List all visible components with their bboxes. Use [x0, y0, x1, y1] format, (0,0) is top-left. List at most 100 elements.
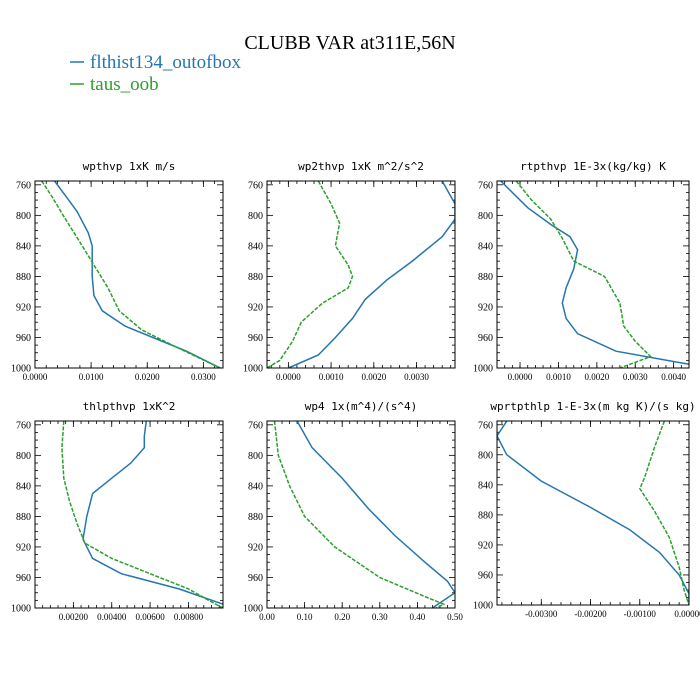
panel-1: wpthvp 1xK m/s 760 800 840 880 920 960 10000.00…	[11, 160, 224, 382]
x-tick-label: 0.0010	[319, 372, 344, 382]
x-tick-label: 0.0300	[191, 372, 216, 382]
y-tick-label: 840	[16, 481, 31, 492]
y-tick-label: 840	[16, 241, 31, 252]
panel-5: wp4 1x(m^4)/(s^4)76080084088092096010000…	[243, 400, 463, 622]
x-tick-label: 0.0000	[276, 372, 301, 382]
y-tick-label: 760	[478, 420, 493, 431]
y-tick-label: 760	[248, 180, 263, 191]
panel-4: thlpthvp 1xK^2 760 800 840 880 920 960 1000 0.00…	[11, 400, 224, 622]
panel-title: wp4 1x(m^4)/(s^4)	[305, 400, 418, 413]
panel-3: rtpthvp 1E-3x(kg/kg) K 760 800 840 880 920 960…	[473, 160, 690, 382]
panel-2: wp2thvp 1xK m^2/s^2 760 800 840 880 920 960 100…	[243, 160, 456, 382]
x-tick-label: 0.00600	[135, 612, 165, 622]
x-tick-label: 0.0040	[661, 372, 686, 382]
x-tick-label: 0.0200	[135, 372, 160, 382]
series-line-taus-oob	[273, 421, 446, 608]
figure-title: CLUBB VAR at311E,56N	[244, 32, 455, 54]
x-tick-label: 0.0030	[623, 372, 648, 382]
y-tick-label: 1000	[473, 601, 493, 612]
x-tick-label: 0.50	[447, 612, 463, 622]
y-tick-label: 920	[478, 540, 493, 551]
legend-label-flthist134: flthist134_outofbox	[90, 52, 241, 73]
y-tick-label: 960	[16, 333, 31, 344]
y-tick-label: 800	[16, 451, 31, 462]
y-tick-label: 960	[478, 333, 493, 344]
y-tick-label: 800	[248, 451, 263, 462]
y-tick-label: 920	[248, 302, 263, 313]
series-line-flthist134	[500, 181, 689, 365]
series-line-flthist134	[497, 421, 689, 605]
y-tick-label: 1000	[11, 364, 31, 375]
plot-frame	[266, 420, 456, 609]
y-tick-label: 960	[248, 333, 263, 344]
legend: flthist134_outofbox taus_oob	[70, 52, 241, 95]
y-tick-label: 1000	[243, 604, 263, 615]
y-tick-label: 760	[478, 180, 493, 191]
x-tick-label: 0.0030	[404, 372, 429, 382]
y-tick-label: 880	[248, 512, 263, 523]
y-tick-label: 1000	[473, 364, 493, 375]
x-tick-label: 0.0000	[508, 372, 533, 382]
y-tick-label: 960	[478, 570, 493, 581]
panel-title: wp2thvp 1xK m^2/s^2	[298, 160, 424, 173]
x-tick-label: 0.40	[410, 612, 426, 622]
legend-label-taus-oob: taus_oob	[90, 74, 159, 95]
plot-frame	[34, 180, 224, 369]
y-tick-label: 800	[478, 450, 493, 461]
y-tick-label: 760	[16, 180, 31, 191]
series-line-flthist134	[53, 181, 221, 368]
panel-title: thlpthvp 1xK^2	[83, 400, 176, 413]
y-tick-label: 920	[478, 302, 493, 313]
y-tick-label: 760	[248, 420, 263, 431]
plot-frame	[266, 180, 456, 369]
y-tick-label: 760	[16, 420, 31, 431]
x-tick-label: 0.10	[297, 612, 313, 622]
y-tick-label: 800	[478, 211, 493, 222]
x-tick-label: 0.30	[372, 612, 388, 622]
x-tick-label: 0.0100	[79, 372, 104, 382]
y-tick-label: 840	[248, 241, 263, 252]
y-tick-label: 960	[16, 573, 31, 584]
y-tick-label: 920	[16, 302, 31, 313]
y-tick-label: 1000	[11, 604, 31, 615]
series-line-flthist134	[288, 181, 455, 368]
y-tick-label: 800	[16, 211, 31, 222]
x-tick-label: 0.00200	[59, 612, 89, 622]
plot-frame	[496, 180, 690, 369]
x-tick-label: 0.00	[259, 612, 275, 622]
x-tick-label: 0.0010	[546, 372, 571, 382]
y-tick-label: 880	[478, 272, 493, 283]
y-tick-label: 880	[16, 512, 31, 523]
series-line-taus-oob	[41, 181, 221, 368]
x-tick-label: 0.00800	[174, 612, 204, 622]
panel-title: wpthvp 1xK m/s	[83, 160, 176, 173]
x-tick-label: -0.00300	[525, 609, 558, 619]
y-tick-label: 1000	[243, 364, 263, 375]
series-line-taus-oob	[515, 181, 652, 368]
series-line-taus-oob	[638, 421, 689, 605]
y-tick-label: 960	[248, 573, 263, 584]
y-tick-label: 800	[248, 211, 263, 222]
x-tick-label: 0.0000	[23, 372, 48, 382]
series-line-flthist134	[82, 421, 223, 605]
y-tick-label: 840	[248, 481, 263, 492]
series-line-taus-oob	[267, 181, 354, 368]
y-tick-label: 920	[248, 542, 263, 553]
panels: wpthvp 1xK m/s76080084088092096010000.00…	[11, 160, 700, 622]
y-tick-label: 840	[478, 241, 493, 252]
series-line-taus-oob	[61, 421, 223, 608]
x-tick-label: 0.00400	[97, 612, 127, 622]
x-tick-label: 0.0020	[584, 372, 609, 382]
x-tick-label: -0.00100	[624, 609, 657, 619]
panel-title: wprtpthlp 1-E-3x(m kg K)/(s kg)	[490, 400, 695, 413]
y-tick-label: 880	[248, 272, 263, 283]
x-tick-label: -0.00200	[574, 609, 607, 619]
panel-title: rtpthvp 1E-3x(kg/kg) K	[520, 160, 666, 173]
panel-6: wprtpthlp 1-E-3x(m kg K)/(s kg) 760 800 840…	[473, 400, 700, 619]
y-tick-label: 840	[478, 480, 493, 491]
plot-frame	[496, 420, 690, 606]
x-tick-label: 0.20	[334, 612, 350, 622]
y-tick-label: 920	[16, 542, 31, 553]
